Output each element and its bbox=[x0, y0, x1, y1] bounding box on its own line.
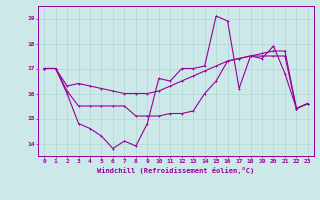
X-axis label: Windchill (Refroidissement éolien,°C): Windchill (Refroidissement éolien,°C) bbox=[97, 167, 255, 174]
